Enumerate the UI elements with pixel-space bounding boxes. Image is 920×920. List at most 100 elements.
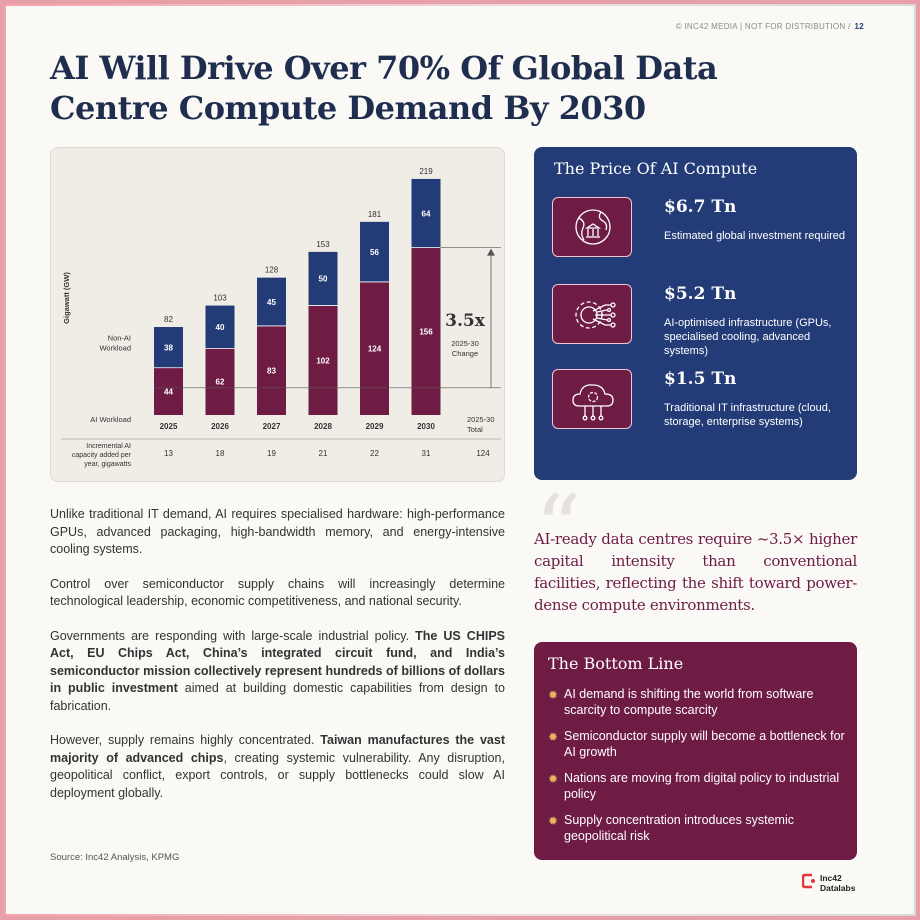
- bar-label-ai-2026: 62: [216, 378, 225, 387]
- page-header: © INC42 MEDIA | NOT FOR DISTRIBUTION /12: [676, 22, 864, 31]
- quote-mark-icon: “: [535, 476, 582, 581]
- bar-total-2027: 128: [265, 266, 279, 275]
- incremental-label-line-3: year, gigawatts: [84, 461, 131, 468]
- bottom-line-panel: The Bottom Line ✹ AI demand is shifting t…: [534, 642, 857, 860]
- bar-label-ai-2030: 156: [419, 327, 433, 336]
- gear-circuit-icon: [552, 284, 632, 344]
- incremental-total: 124: [476, 449, 490, 458]
- bar-total-2030: 219: [419, 167, 433, 176]
- bottom-line-text-1: AI demand is shifting the world from sof…: [564, 687, 814, 717]
- header-meta: © INC42 MEDIA | NOT FOR DISTRIBUTION /: [675, 22, 851, 31]
- x-tick-2030: 2030: [417, 422, 435, 431]
- bar-ai-2029: [360, 281, 389, 415]
- bar-total-2028: 153: [316, 240, 330, 249]
- list-item: ✹ Nations are moving from digital policy …: [548, 770, 848, 802]
- total-label-line-1: 2025-30: [467, 415, 495, 424]
- bar-label-ai-2025: 44: [164, 387, 173, 396]
- incremental-2030: 31: [422, 449, 431, 458]
- bottom-line-list: ✹ AI demand is shifting the world from so…: [548, 686, 848, 854]
- bar-label-nonai-2028: 50: [319, 275, 328, 284]
- price-desc-3: Traditional IT infrastructure (cloud, st…: [664, 402, 831, 428]
- bar-nonai-2030: [411, 178, 441, 248]
- body-p3-bold: The US CHIPS Act, EU Chips Act, China’s …: [50, 628, 505, 696]
- annotation-value: 3.5x: [445, 311, 486, 331]
- bar-nonai-2025: [154, 327, 183, 368]
- price-panel: The Price Of AI Compute $6.7 Tn Estimate…: [534, 147, 857, 480]
- bar-ai-2026: [205, 348, 235, 415]
- logo-line-2: Datalabs: [820, 883, 856, 893]
- bar-nonai-2029: [360, 221, 389, 282]
- logo-mark-icon: [801, 873, 815, 889]
- incremental-2026: 18: [216, 449, 225, 458]
- y-axis-label: Gigawatt (GW): [62, 272, 71, 324]
- x-tick-2028: 2028: [314, 422, 332, 431]
- bar-label-nonai-2025: 38: [164, 343, 173, 352]
- inc42-datalabs-logo: Inc42 Datalabs: [801, 873, 855, 894]
- bar-nonai-2026: [205, 305, 235, 349]
- legend-nonai-line-2: Workload: [99, 343, 131, 352]
- body-p3-start: Governments are responding with large-sc…: [50, 628, 416, 643]
- page-title: AI Will Drive Over 70% Of Global Data Ce…: [50, 49, 718, 127]
- bar-label-ai-2027: 83: [267, 366, 276, 375]
- total-label-line-2: Total: [467, 425, 483, 434]
- bar-ai-2025: [154, 367, 183, 415]
- incremental-2029: 22: [370, 449, 379, 458]
- price-desc-1: Estimated global investment required: [664, 230, 845, 242]
- incremental-label-line-2: capacity added per: [72, 452, 132, 459]
- incremental-2028: 21: [319, 449, 328, 458]
- legend-ai: AI Workload: [90, 415, 131, 424]
- logo-line-1: Inc42: [820, 873, 842, 883]
- list-item: ✹ AI demand is shifting the world from so…: [548, 686, 848, 718]
- source-note: Source: Inc42 Analysis, KPMG: [50, 852, 180, 863]
- gear-bullet-icon: ✹: [548, 814, 559, 828]
- bar-total-2026: 103: [213, 294, 227, 303]
- body-text: Unlike traditional IT demand, AI require…: [50, 506, 505, 819]
- price-value-3: $1.5 Tn: [664, 369, 737, 389]
- bar-ai-2027: [257, 325, 286, 415]
- legend-nonai-line-1: Non-AI: [108, 333, 131, 342]
- gear-bullet-icon: ✹: [548, 688, 559, 702]
- bottom-line-text-4: Supply concentration introduces systemic…: [564, 813, 794, 843]
- body-p4-bold: Taiwan manufactures the vast majority of…: [50, 733, 505, 765]
- bar-label-nonai-2026: 40: [216, 323, 225, 332]
- x-tick-2029: 2029: [366, 422, 384, 431]
- x-tick-2027: 2027: [263, 422, 281, 431]
- cloud-gear-icon: [552, 369, 632, 429]
- body-p3-end: aimed at building domestic capabilities …: [50, 681, 505, 713]
- annotation-text-line-1: 2025-30: [451, 339, 479, 348]
- price-title: The Price Of AI Compute: [554, 159, 758, 178]
- x-tick-2025: 2025: [160, 422, 178, 431]
- incremental-2027: 19: [267, 449, 276, 458]
- bar-total-2029: 181: [368, 210, 382, 219]
- bar-label-nonai-2029: 56: [370, 248, 379, 257]
- list-item: ✹ Supply concentration introduces systemi…: [548, 812, 848, 844]
- bar-total-2025: 82: [164, 315, 173, 324]
- price-value-2: $5.2 Tn: [664, 284, 737, 304]
- body-paragraph-2: Control over semiconductor supply chains…: [50, 576, 505, 609]
- body-p4-end: , creating systemic vulnerability. Any d…: [50, 750, 505, 800]
- gear-bullet-icon: ✹: [548, 730, 559, 744]
- incremental-label-line-1: Incremental AI: [86, 443, 131, 450]
- stacked-bar-chart: 44 38 82 2025 13 62 40 103 2026 18 83 45 128 2027 19 10…: [61, 167, 501, 468]
- list-item: ✹ Semiconductor supply will become a bott…: [548, 728, 848, 760]
- bar-label-nonai-2027: 45: [267, 298, 276, 307]
- gear-bullet-icon: ✹: [548, 772, 559, 786]
- price-desc-2: AI-optimised infrastructure (GPUs, speci…: [664, 317, 832, 357]
- annotation-text-line-2: Change: [452, 349, 478, 358]
- page-number: 12: [854, 22, 864, 31]
- bottom-line-text-3: Nations are moving from digital policy t…: [564, 771, 840, 801]
- x-tick-2026: 2026: [211, 422, 229, 431]
- bar-label-nonai-2030: 64: [422, 209, 431, 218]
- pull-quote: AI-ready data centres require ~3.5× high…: [534, 530, 857, 614]
- body-paragraph-4: However, supply remains highly concentra…: [50, 732, 505, 802]
- bar-label-ai-2028: 102: [316, 356, 330, 365]
- bar-ai-2028: [308, 305, 338, 415]
- chart-panel: 44 38 82 2025 13 62 40 103 2026 18 83 45 128 2027 19 10…: [50, 147, 505, 482]
- bar-nonai-2027: [257, 277, 286, 326]
- globe-bank-icon: [552, 197, 632, 257]
- incremental-2025: 13: [164, 449, 173, 458]
- bar-label-ai-2029: 124: [368, 344, 382, 353]
- bottom-line-title: The Bottom Line: [548, 654, 684, 673]
- bar-ai-2030: [411, 247, 441, 415]
- price-value-1: $6.7 Tn: [664, 197, 737, 217]
